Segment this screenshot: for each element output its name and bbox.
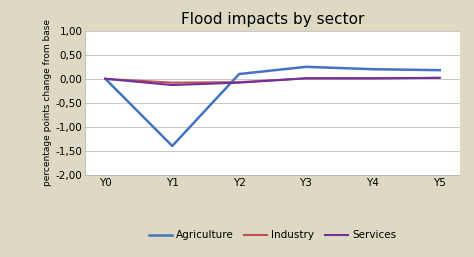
Line: Agriculture: Agriculture [105, 67, 440, 146]
Industry [303, 77, 309, 80]
Services [169, 84, 175, 87]
Industry [169, 81, 175, 84]
Agriculture [102, 77, 108, 80]
Services [236, 81, 242, 84]
Services [370, 77, 376, 80]
Agriculture [236, 72, 242, 76]
Services [102, 77, 108, 80]
Title: Flood impacts by sector: Flood impacts by sector [181, 12, 364, 27]
Services [303, 77, 309, 80]
Industry [437, 76, 443, 79]
Industry [102, 77, 108, 80]
Agriculture [370, 68, 376, 71]
Agriculture [303, 65, 309, 68]
Services [437, 76, 443, 79]
Agriculture [437, 69, 443, 72]
Legend: Agriculture, Industry, Services: Agriculture, Industry, Services [145, 226, 400, 244]
Y-axis label: percentage points change from base: percentage points change from base [43, 19, 52, 186]
Agriculture [169, 144, 175, 148]
Line: Industry: Industry [105, 78, 440, 83]
Industry [236, 81, 242, 84]
Industry [370, 77, 376, 80]
Line: Services: Services [105, 78, 440, 85]
